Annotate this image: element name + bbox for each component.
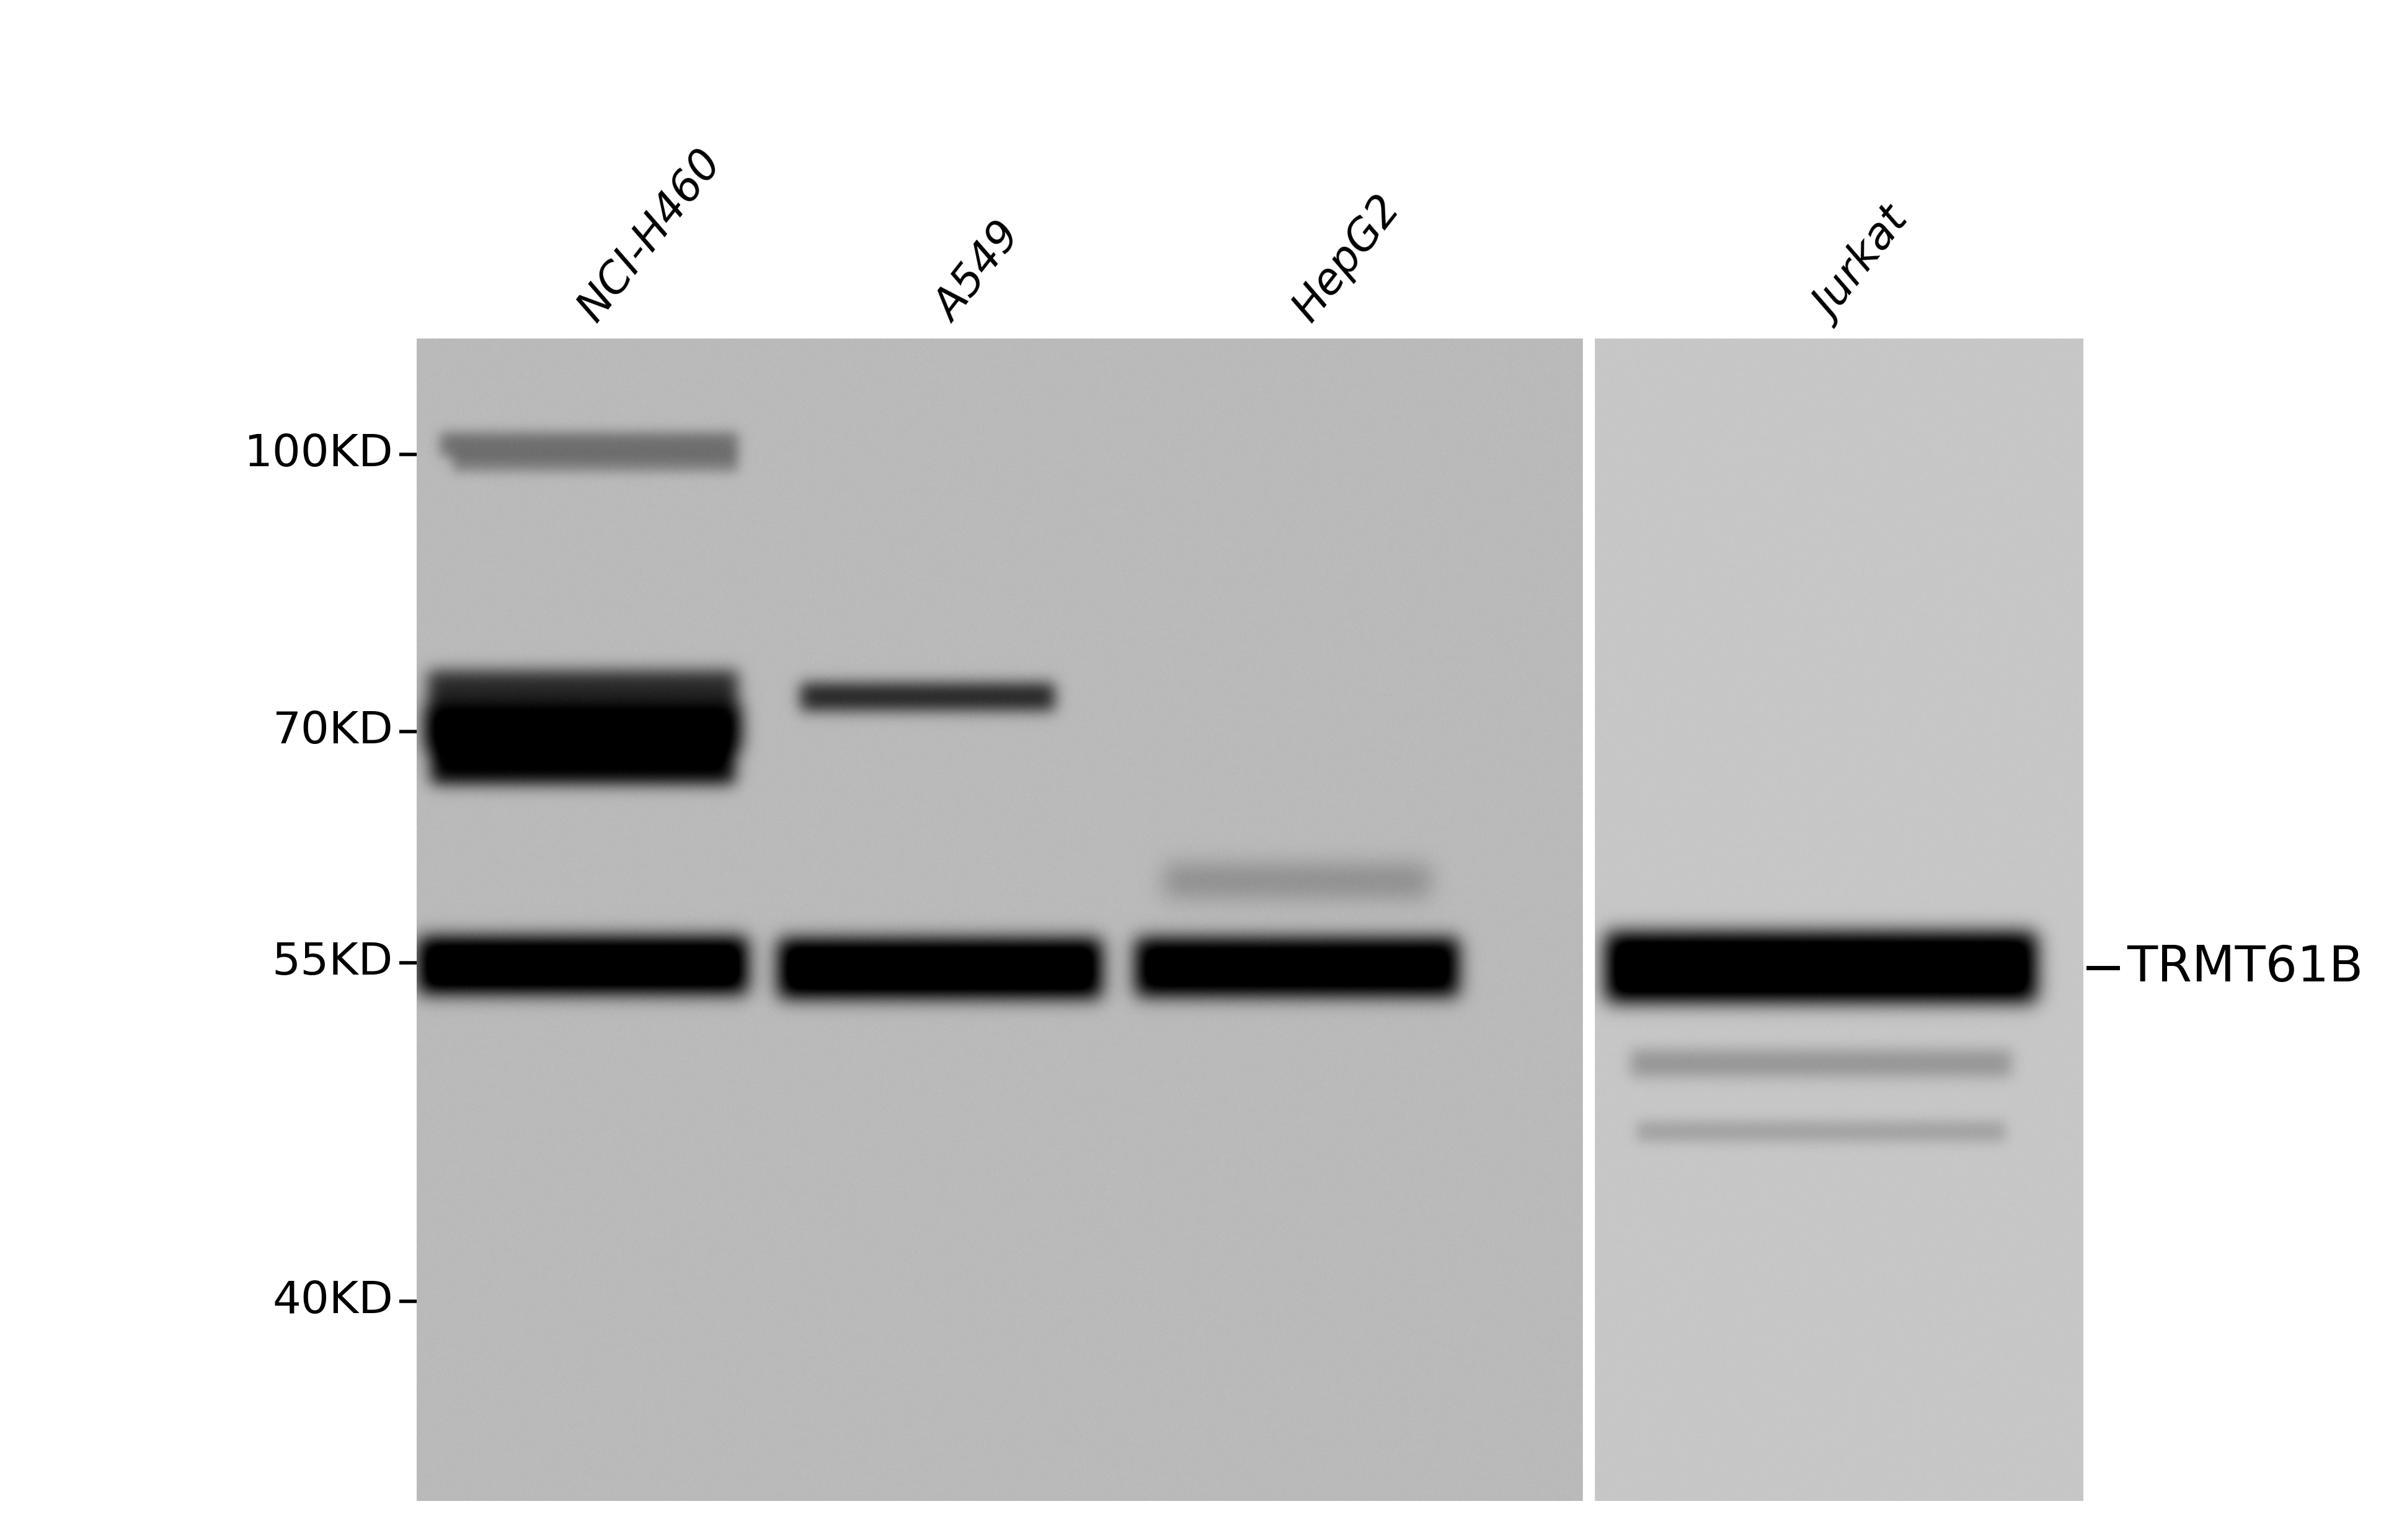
Text: 70KD: 70KD	[271, 710, 393, 753]
Text: 55KD: 55KD	[271, 941, 393, 984]
Text: NCI-H460: NCI-H460	[571, 142, 729, 330]
Text: HepG2: HepG2	[1286, 188, 1407, 330]
Text: A549: A549	[929, 216, 1029, 330]
Text: 40KD: 40KD	[271, 1280, 393, 1323]
Text: TRMT61B: TRMT61B	[2126, 944, 2364, 992]
Text: Jurkat: Jurkat	[1810, 205, 1919, 330]
Text: 100KD: 100KD	[243, 433, 393, 476]
